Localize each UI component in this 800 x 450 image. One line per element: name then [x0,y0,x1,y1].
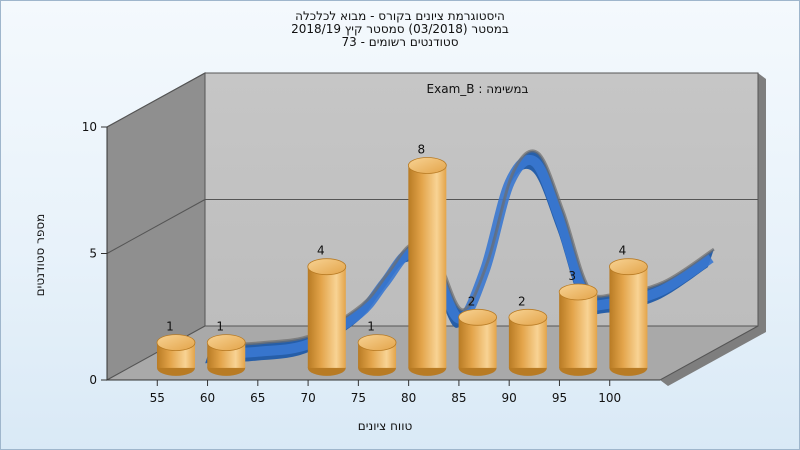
gridlines [106,72,758,254]
bar-body [508,317,547,368]
x-tick-label: 55 [150,391,165,405]
x-tick-label: 85 [451,391,466,405]
chart-enrolled-line: סטודנטים רשומים - 73 [341,35,459,49]
bar: 1 [357,320,397,376]
bar-cap [407,157,447,174]
bar-value-label: 3 [568,269,576,283]
y-tick-label: 5 [89,247,97,261]
bar: 3 [558,269,598,376]
chart-subtitle-line: במסטר (03/2018) סמסטר קיץ 2018/19 [291,22,509,36]
x-tick-label: 60 [200,391,215,405]
y-axis-label: מספר סטודנטים [33,213,47,297]
bar-value-label: 1 [367,320,375,334]
bar: 4 [307,244,347,376]
bar-body [307,266,346,368]
bar: 8 [407,143,447,376]
gridline-side [106,72,206,128]
bar: 1 [206,320,246,376]
bar-cap [558,283,598,301]
bar: 2 [458,294,498,376]
bar-cap [609,258,648,276]
bars: 1 1 4 1 8 2 2 3 4 [156,143,648,376]
bar-body [609,266,648,368]
bar-cap [458,308,498,326]
bar-cap [357,334,397,352]
bar-cap [206,334,246,352]
bar-value-label: 4 [619,244,627,258]
bar-value-label: 2 [468,294,476,308]
x-tick-label: 80 [401,391,416,405]
bar-cap [156,334,196,352]
bar-value-label: 1 [216,320,224,334]
x-tick-label: 65 [250,391,265,405]
x-tick-label: 90 [502,391,517,405]
bar-value-label: 8 [418,143,426,157]
bar: 4 [609,244,648,376]
exam-annotation: במשימה : Exam_B [427,82,529,96]
bar-value-label: 4 [317,244,325,258]
bar-cap [307,258,347,276]
bar-value-label: 2 [518,294,526,308]
x-tick-label: 75 [351,391,366,405]
x-axis-label: טווח ציונים [357,419,413,433]
bar: 1 [156,320,196,376]
gridline-side [106,199,206,254]
bar-body [408,165,447,368]
x-tick-label: 70 [300,391,315,405]
x-tick-label: 95 [552,391,567,405]
bar-cap [508,308,548,326]
chart-title-line: היסטוגרמת ציונים בקורס - מבוא לכלכלה [295,9,505,23]
chart-title: היסטוגרמת ציונים בקורס - מבוא לכלכלה במס… [0,10,800,49]
y-tick-label: 0 [89,373,97,387]
x-tick-label: 100 [598,391,621,405]
bar: 2 [508,294,548,376]
bar-body [458,317,497,368]
bar-value-label: 1 [166,320,174,334]
y-tick-label: 10 [82,120,97,134]
bar-body [559,292,598,368]
